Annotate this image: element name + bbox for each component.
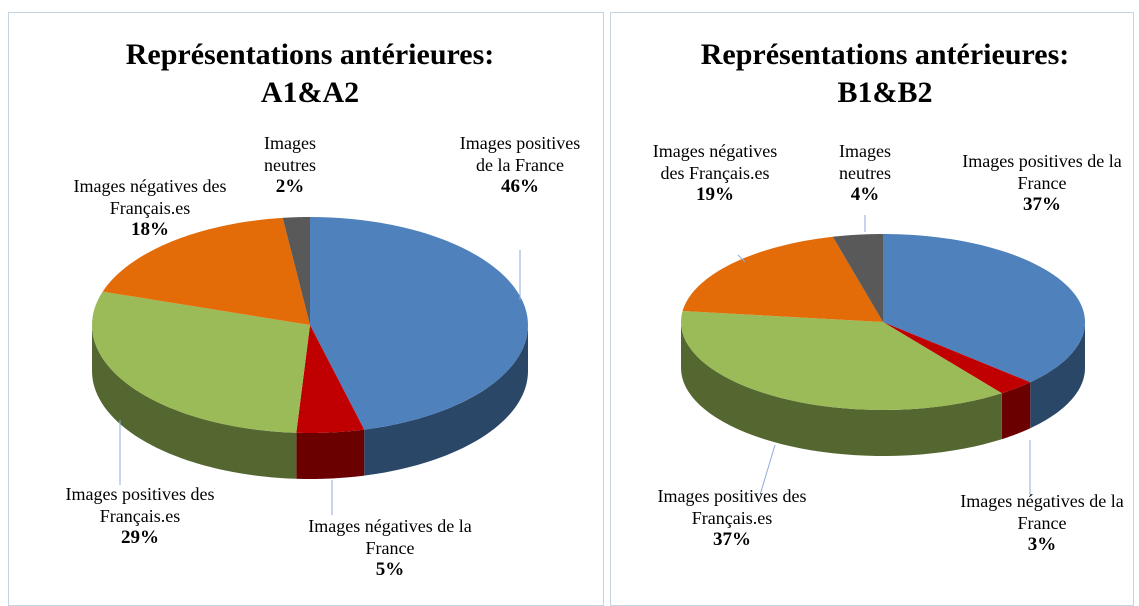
value-label: 3% (1027, 534, 1057, 555)
data-label: Images négatives des Français.es 18% (50, 175, 250, 241)
chart-title: Représentations antérieures: (700, 38, 1070, 71)
category-label: Images neutres (839, 141, 891, 183)
value-label: 18% (131, 219, 169, 240)
slice (883, 234, 1085, 383)
value-label: 19% (696, 184, 734, 205)
value-label: 37% (1023, 194, 1061, 215)
slice-side (296, 429, 365, 479)
data-label: Images positives de la France 37% (947, 150, 1137, 216)
value-label: 46% (501, 176, 539, 197)
category-label: Images positives de la France (459, 133, 581, 175)
leader-line (737, 254, 746, 263)
slice (883, 322, 1031, 394)
value-label: 2% (275, 176, 305, 197)
data-label: Images négatives des Français.es 19% (640, 140, 790, 206)
slice-side (92, 325, 297, 479)
value-label: 29% (121, 527, 159, 548)
value-label: 5% (375, 559, 405, 580)
category-label: Images négatives des Français.es (73, 176, 227, 218)
category-label: Images négatives des Français.es (652, 141, 778, 183)
slice-side (364, 325, 528, 476)
data-label: Images neutres 2% (250, 132, 330, 198)
slice (682, 236, 883, 322)
slice (310, 217, 528, 430)
slice (832, 234, 883, 322)
category-label: Images négatives de la France (308, 516, 472, 558)
category-label: Images négatives de la France (960, 491, 1124, 533)
slice-side (1030, 322, 1085, 429)
leader-line (759, 444, 776, 496)
slice (681, 310, 1002, 410)
category-label: Images positives des Français.es (65, 484, 215, 526)
data-label: Images négatives de la France 5% (290, 515, 490, 581)
chart-title: A1&A2 (260, 76, 360, 109)
slice (282, 217, 310, 325)
slice (102, 217, 310, 325)
value-label: 37% (713, 529, 751, 550)
data-label: Images positives de la France 46% (455, 132, 585, 198)
data-label: Images positives des Français.es 29% (45, 483, 235, 549)
value-label: 4% (850, 184, 880, 205)
chart-title: Représentations antérieures: (125, 38, 495, 71)
chart-title: B1&B2 (837, 76, 933, 109)
slice-side (681, 322, 1002, 456)
data-label: Images positives des Français.es 37% (657, 485, 807, 551)
slice (296, 325, 365, 433)
data-label: Images neutres 4% (825, 140, 905, 206)
slice (92, 291, 310, 433)
category-label: Images neutres (264, 133, 316, 175)
category-label: Images positives de la France (962, 151, 1122, 193)
data-label: Images négatives de la France 3% (947, 490, 1137, 556)
slice-side (1001, 382, 1031, 440)
category-label: Images positives des Français.es (657, 486, 807, 528)
